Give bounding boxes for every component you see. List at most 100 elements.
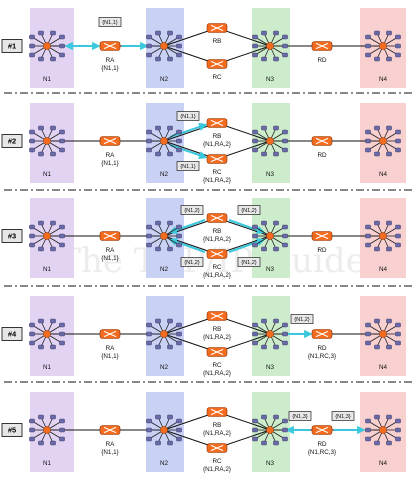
update-tag-text: {N1,3}: [335, 414, 351, 420]
step-panel: N1 N2 N3 N4RA{N1,1}RB{N1,RA,2}RC{N1,RA,2}RD…: [2, 392, 406, 473]
router-table-ra: {N1,1}: [101, 353, 119, 360]
router-ra: [100, 42, 120, 51]
step-panel: N1 N2 N3 N4RA{N1,1}RB{N1,RA,2}RC{N1,RA,2}RD…: [2, 296, 406, 377]
computer-icon: [146, 225, 151, 229]
computer-icon: [261, 415, 266, 419]
computer-icon: [386, 441, 391, 445]
computer-icon: [146, 437, 151, 441]
network-n2-hub-switch-icon: [160, 330, 167, 337]
computer-icon: [176, 332, 181, 336]
computer-icon: [155, 441, 160, 445]
computer-icon: [365, 53, 370, 57]
computer-icon: [252, 243, 257, 247]
router-label-rb: RB: [213, 228, 222, 235]
router-rc: [207, 444, 227, 453]
computer-icon: [395, 437, 400, 441]
computer-icon: [59, 225, 64, 229]
computer-icon: [282, 234, 287, 238]
router-rc: [207, 60, 227, 69]
computer-icon: [29, 332, 34, 336]
network-n3-hub-switch-icon: [266, 137, 273, 144]
computer-icon: [282, 341, 287, 345]
computer-icon: [176, 243, 181, 247]
step-label: #5: [8, 426, 16, 435]
computer-icon: [146, 35, 151, 39]
router-ra: [100, 426, 120, 435]
computer-icon: [176, 53, 181, 57]
computer-icon: [155, 247, 160, 251]
computer-icon: [374, 221, 379, 225]
computer-icon: [50, 126, 55, 130]
network-band-n1: [30, 296, 74, 376]
computer-icon: [386, 345, 391, 349]
computer-icon: [50, 441, 55, 445]
computer-icon: [38, 57, 43, 61]
update-tag-text: {N1,2}: [184, 208, 200, 214]
network-n4-hub-switch-icon: [379, 137, 386, 144]
router-rc: [207, 348, 227, 357]
computer-icon: [261, 441, 266, 445]
router-label-rb: RB: [213, 133, 222, 140]
network-label-n1: N1: [43, 171, 52, 178]
computer-icon: [252, 234, 257, 238]
step-label: #2: [8, 137, 16, 146]
computer-icon: [146, 332, 151, 336]
computer-icon: [38, 247, 43, 251]
network-label-n4: N4: [379, 171, 388, 178]
computer-icon: [167, 441, 172, 445]
computer-icon: [282, 148, 287, 152]
computer-icon: [50, 152, 55, 156]
update-tag-text: {N1,1}: [180, 114, 196, 120]
computer-icon: [282, 332, 287, 336]
computer-icon: [273, 221, 278, 225]
network-n4-hub-switch-icon: [379, 330, 386, 337]
update-tag-text: {N1,2}: [294, 317, 310, 323]
computer-icon: [176, 148, 181, 152]
computer-icon: [261, 221, 266, 225]
computer-icon: [386, 152, 391, 156]
computer-icon: [282, 130, 287, 134]
computer-icon: [365, 130, 370, 134]
computer-icon: [273, 126, 278, 130]
computer-icon: [50, 415, 55, 419]
network-band-n1: [30, 8, 74, 88]
computer-icon: [29, 234, 34, 238]
computer-icon: [38, 31, 43, 35]
computer-icon: [365, 341, 370, 345]
step-label: #1: [8, 42, 16, 51]
update-tag-text: {N1,1}: [180, 164, 196, 170]
router-rb: [207, 312, 227, 321]
router-rd: [312, 426, 332, 435]
computer-icon: [59, 130, 64, 134]
computer-icon: [273, 57, 278, 61]
computer-icon: [374, 57, 379, 61]
computer-icon: [38, 152, 43, 156]
router-label-rc: RC: [212, 362, 222, 369]
computer-icon: [38, 345, 43, 349]
computer-icon: [252, 419, 257, 423]
computer-icon: [282, 53, 287, 57]
router-label-rb: RB: [213, 326, 222, 333]
computer-icon: [261, 152, 266, 156]
computer-icon: [282, 323, 287, 327]
network-label-n3: N3: [266, 76, 275, 83]
computer-icon: [59, 139, 64, 143]
computer-icon: [155, 415, 160, 419]
computer-icon: [282, 35, 287, 39]
computer-icon: [59, 437, 64, 441]
router-rd: [312, 137, 332, 146]
computer-icon: [146, 53, 151, 57]
network-n3-hub-switch-icon: [266, 330, 273, 337]
computer-icon: [59, 332, 64, 336]
network-label-n3: N3: [266, 171, 275, 178]
computer-icon: [29, 148, 34, 152]
computer-icon: [176, 341, 181, 345]
computer-icon: [395, 419, 400, 423]
network-n1-hub-switch-icon: [43, 426, 50, 433]
router-rc: [207, 250, 227, 259]
computer-icon: [252, 332, 257, 336]
router-table-rc: {N1,RA,2}: [203, 177, 231, 184]
computer-icon: [261, 247, 266, 251]
computer-icon: [273, 152, 278, 156]
